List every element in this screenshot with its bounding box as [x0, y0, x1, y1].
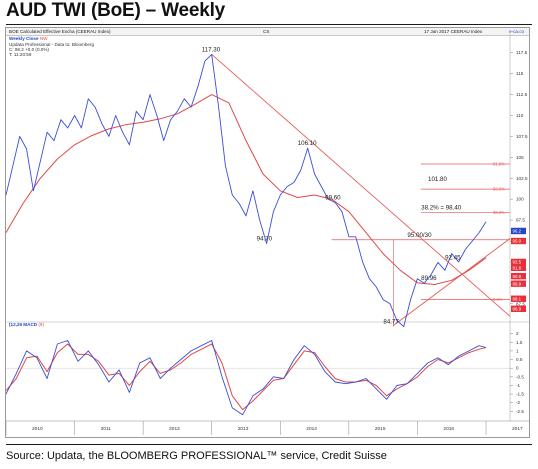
macd-y-tick-label: 2: [516, 331, 519, 336]
chart-header-bar: BOE Calculated Effective Excha (CEERAU I…: [6, 28, 529, 36]
x-tick-label: 2016: [443, 426, 454, 432]
macd-y-tick-label: 1.5: [516, 340, 523, 345]
retracement-label: 38.2%: [493, 210, 505, 215]
info-line-3: T: 11:20:59: [9, 52, 32, 57]
price-y-tick-label: 105: [516, 155, 524, 160]
price-level-box: [511, 272, 526, 280]
macd-line: [5, 340, 487, 416]
x-tick-label: 2012: [169, 426, 180, 432]
x-tick-label: 2015: [375, 426, 386, 432]
price-level-box-label: 89.9: [513, 281, 522, 286]
macd-legend-tag: (9): [38, 322, 44, 327]
current-price-box: [511, 227, 526, 235]
price-y-tick-label: 97.5: [516, 218, 525, 223]
price-y-tick-label: 107.5: [516, 134, 528, 139]
price-y-tick-label: 87.5: [516, 301, 525, 306]
x-tick-label: 2017: [512, 426, 523, 432]
retracement-label: 0.0%: [493, 297, 503, 302]
x-tick-label: 2010: [32, 426, 43, 432]
price-level-box-label: 95.0: [513, 239, 522, 244]
chart-frame: BOE Calculated Effective Excha (CEERAU I…: [5, 27, 530, 438]
macd-y-tick-label: 0.5: [516, 357, 523, 362]
price-level-box: [511, 237, 526, 245]
price-y-tick-label: 110: [516, 113, 524, 118]
info-line-1: Updata Professional - Data to: Bloomberg: [9, 42, 95, 47]
price-level-box-label: 92.5: [513, 260, 522, 265]
price-annotation: 84.77: [383, 319, 399, 326]
price-legend-tag: NW: [39, 36, 48, 41]
x-tick-label: 2011: [101, 426, 112, 432]
macd-y-tick-label: -0.5: [516, 374, 524, 379]
macd-y-tick-label: 1: [516, 348, 519, 353]
macd-y-tick-label: -1.5: [516, 392, 524, 397]
uptrend-line: [393, 238, 511, 326]
x-tick-label: 2014: [306, 426, 317, 432]
macd-legend: (12,26 MACD (9): [9, 322, 44, 327]
price-line: [5, 53, 487, 328]
price-annotation: 95.00/30: [407, 232, 432, 239]
price-level-box-label: 91.8: [513, 265, 522, 270]
source-divider: [6, 444, 532, 445]
price-level-box: [511, 258, 526, 266]
x-tick-label: 2013: [238, 426, 249, 432]
downtrend-line: [211, 54, 511, 317]
price-level-box-label: 88.1: [513, 296, 522, 301]
price-annotation: 99.60: [325, 195, 341, 202]
price-annotation: 89.96: [421, 275, 437, 282]
price-level-box-label: 90.8: [513, 274, 522, 279]
price-y-tick-label: 115: [516, 71, 524, 76]
price-annotation: 117.30: [202, 46, 221, 53]
retracement-label: 50.0%: [493, 187, 505, 192]
macd-y-tick-label: -1: [516, 383, 521, 388]
security-name: BOE Calculated Effective Excha (CEERAU I…: [9, 29, 111, 34]
title-divider: [6, 24, 532, 25]
price-annotation: 38.2% = 98.40: [421, 205, 462, 212]
price-annotation: 106.10: [298, 140, 317, 147]
price-level-box: [511, 305, 526, 312]
price-level-box: [511, 264, 526, 271]
macd-y-tick-label: -2: [516, 400, 521, 405]
price-legend-label: Weekly Close: [9, 36, 39, 41]
info-line-2: C: 98.2 +0.0 (0.0%): [9, 47, 49, 52]
price-annotation: 101.80: [428, 176, 447, 183]
price-y-tick-label: 102.5: [516, 176, 528, 181]
price-y-tick-label: 112.5: [516, 92, 528, 97]
retracement-label: 61.8%: [493, 162, 505, 167]
price-level-box: [511, 280, 526, 287]
price-level-box-label: 86.9: [513, 306, 522, 311]
header-center: CS: [263, 29, 270, 34]
price-annotation: 92.45: [445, 254, 461, 261]
source-note: Source: Updata, the BLOOMBERG PROFESSION…: [6, 450, 387, 462]
price-annotation: 94.70: [257, 236, 273, 243]
macd-y-tick-label: 0: [516, 366, 519, 371]
price-legend: Weekly Close NW: [9, 36, 47, 41]
price-y-tick-label: 117.5: [516, 50, 528, 55]
header-link[interactable]: e-ca.co: [509, 29, 525, 34]
page-title: AUD TWI (BoE) – Weekly: [6, 0, 226, 21]
price-level-box: [511, 295, 526, 302]
price-y-tick-label: 100: [516, 197, 524, 202]
current-price-box-label: 96.2: [513, 229, 522, 234]
macd-legend-label: (12,26 MACD: [9, 322, 38, 327]
moving-average-line: [5, 94, 487, 285]
header-date: 17 Jan 2017 CEERAU Index: [424, 29, 483, 34]
macd-y-tick-label: -2.5: [516, 409, 524, 414]
